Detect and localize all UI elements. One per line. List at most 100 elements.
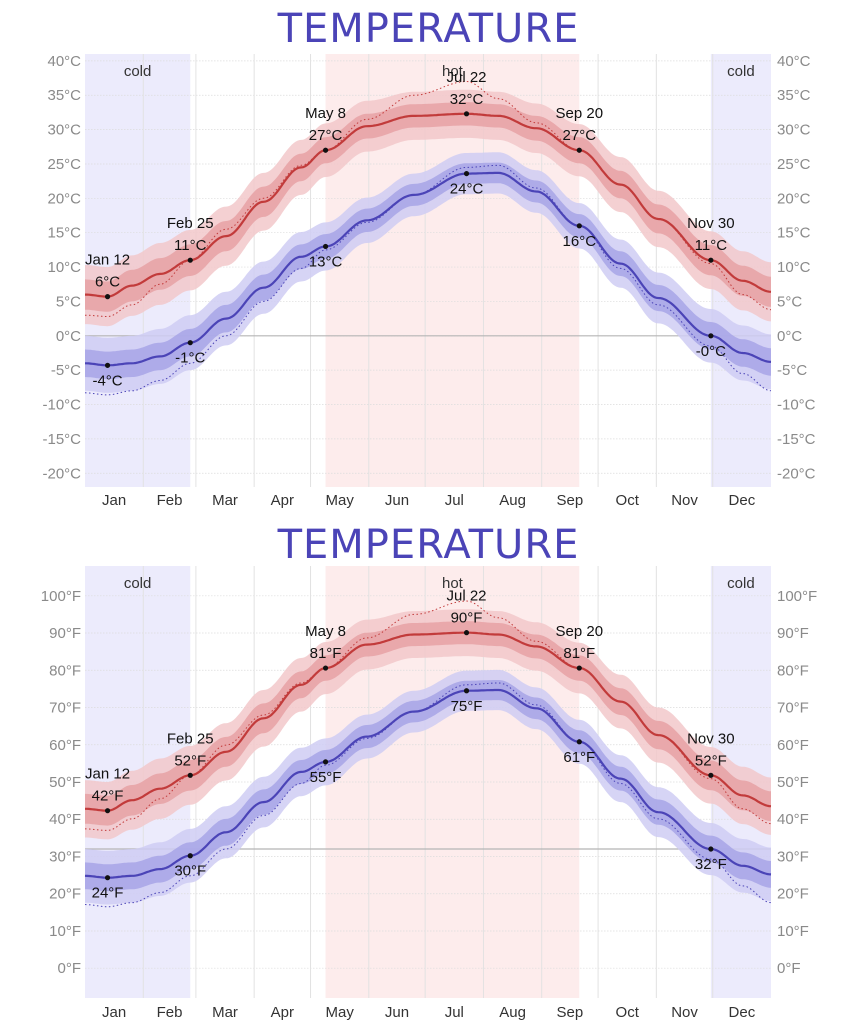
y-tick-label-right: 60°F [777,737,809,754]
month-label: May [325,492,354,509]
y-tick-label-left: 40°C [47,53,81,70]
y-tick-label-right: -15°C [777,431,816,448]
fahrenheit-panel: TEMPERATURE cold hot cold Jan 12 42°F Feb 25 5… [0,512,857,1024]
annotation-value: -0°C [696,343,726,360]
annotation-point [576,739,582,745]
y-tick-label-left: 5°C [56,293,81,310]
annotation-value: 52°F [695,752,727,769]
annotation-value: 55°F [310,769,342,786]
annotation-point [322,243,329,250]
y-tick-label-left: 40°F [49,811,81,828]
y-tick-label-left: 10°C [47,259,81,276]
annotation-value: 42°F [92,788,124,805]
month-label: Mar [212,1004,238,1021]
y-tick-label-left: -20°C [42,465,81,482]
y-tick-label-right: -10°C [777,397,816,414]
y-tick-label-right: 20°F [777,886,809,903]
month-label: Jul [445,492,464,509]
y-tick-label-right: 90°F [777,625,809,642]
y-tick-label-left: 60°F [49,737,81,754]
month-label: Aug [499,1004,526,1021]
y-tick-label-left: 70°F [49,700,81,717]
month-label: Dec [729,492,756,509]
y-tick-label-right: 15°C [777,225,811,242]
month-label: Jun [385,492,409,509]
annotation-date: Nov 30 [687,730,735,747]
annotation-value: 11°C [174,237,207,254]
annotation-value: -4°C [92,372,122,389]
y-tick-label-right: 30°F [777,848,809,865]
region-label-hot: hot [442,63,464,80]
month-label: Nov [671,492,698,509]
annotation-point [322,665,329,671]
high-band-outer [85,609,771,840]
month-label: Oct [616,492,640,509]
celsius-panel: TEMPERATURE cold hot cold Jan 12 6°C Feb 25 11… [42,6,816,509]
annotation-point [708,257,714,263]
annotation-point [708,846,714,852]
y-tick-label-right: 0°C [777,328,802,345]
annotation-point [187,257,193,263]
y-tick-label-left: 50°F [49,774,81,791]
chart-title-celsius: TEMPERATURE [277,6,580,52]
annotation-value: 11°C [695,237,728,254]
y-tick-label-left: -5°C [51,362,81,379]
chart-title-fahrenheit: TEMPERATURE [277,522,580,568]
y-tick-label-left: 25°C [47,156,81,173]
y-tick-label-right: 40°C [777,53,811,70]
annotation-value: 81°F [563,645,595,662]
y-tick-label-left: 35°C [47,87,81,104]
y-tick-label-left: 10°F [49,923,81,940]
region-label-cold: cold [727,63,755,80]
y-tick-label-right: -20°C [777,465,816,482]
annotation-point [104,294,111,300]
annotation-point [463,111,470,117]
y-tick-label-right: 100°F [777,588,817,605]
annotation-point [463,630,470,636]
high-mean-line [85,631,772,812]
y-tick-label-left: 80°F [49,662,81,679]
annotation-point [187,853,193,859]
region-label-hot: hot [442,575,464,592]
annotation-point [104,808,111,814]
month-label: Jan [102,492,126,509]
y-tick-label-left: 0°F [57,960,81,977]
annotation-point [708,333,714,339]
month-label: Oct [616,1004,640,1021]
high-band-inner [85,621,771,826]
annotation-value: 81°F [310,645,342,662]
annotation-point [322,759,329,765]
annotation-value: 24°F [92,885,124,902]
annotation-value: 32°C [450,91,484,108]
high-mean-line [85,112,772,298]
region-label-cold: cold [124,575,152,592]
month-label: Sep [557,1004,584,1021]
high-band-outer [85,89,771,327]
month-label: Nov [671,1004,698,1021]
month-label: Apr [271,1004,294,1021]
y-tick-label-right: 40°F [777,811,809,828]
annotation-value: 16°C [563,233,597,250]
annotation-date: Feb 25 [167,215,214,232]
annotation-value: 24°C [450,181,484,198]
month-label: Jul [445,1004,464,1021]
y-tick-label-right: 25°C [777,156,811,173]
region-label-cold: cold [727,575,755,592]
annotation-point [463,688,470,694]
y-tick-label-left: 20°F [49,886,81,903]
y-tick-label-left: 100°F [41,588,81,605]
annotation-date: Jul 22 [447,588,487,605]
celsius-temperature-chart: cold hot cold Jan 12 6°C Feb 25 11°C May 8 27°C J… [42,53,816,509]
y-tick-label-right: 10°F [777,923,809,940]
month-label: Mar [212,492,238,509]
y-tick-label-right: 10°C [777,259,811,276]
y-tick-label-left: 15°C [47,225,81,242]
annotation-value: -1°C [175,350,205,367]
fahrenheit-temperature-chart: cold hot cold Jan 12 42°F Feb 25 52°F May 8 81°F… [41,566,817,1021]
annotation-point [576,665,582,671]
annotation-point [104,362,111,368]
low-mean-line [84,688,772,879]
annotation-value: 52°F [174,752,206,769]
y-tick-label-left: -15°C [42,431,81,448]
annotation-value: 27°C [563,127,597,144]
